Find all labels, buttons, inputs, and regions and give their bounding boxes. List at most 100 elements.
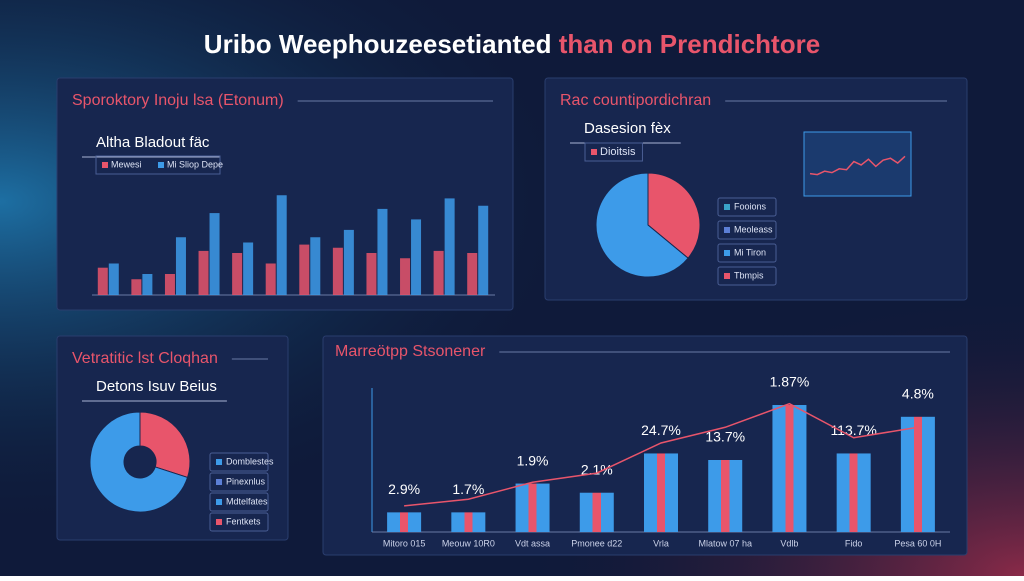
bar bbox=[332, 247, 343, 295]
legend-item bbox=[209, 452, 269, 472]
bar bbox=[232, 253, 243, 295]
x-tick-label: Pesa 60 0H bbox=[894, 538, 941, 548]
x-tick-label: Meouw 10R0 bbox=[442, 538, 495, 548]
bar bbox=[276, 195, 287, 295]
slice bbox=[139, 411, 191, 479]
bar bbox=[400, 258, 411, 295]
legend-swatch bbox=[216, 519, 222, 525]
bar bbox=[243, 242, 254, 295]
bar bbox=[478, 205, 489, 295]
bar bbox=[265, 263, 276, 295]
bar bbox=[444, 198, 455, 295]
bar bbox=[387, 512, 422, 532]
bar-annotation: 2.9% bbox=[388, 481, 420, 497]
legend-label: Fooions bbox=[734, 201, 767, 211]
panel-subtitle: Detons Isuv Beius bbox=[96, 378, 217, 395]
bar-annotation: 13.7% bbox=[705, 429, 745, 445]
x-tick-label: Fido bbox=[845, 538, 863, 548]
bar bbox=[131, 279, 142, 295]
panel bbox=[56, 77, 514, 311]
bar bbox=[164, 274, 175, 295]
tag-swatch bbox=[591, 149, 597, 155]
panel-title: Marreötpp Stsonener bbox=[335, 343, 486, 360]
bar bbox=[467, 253, 478, 295]
tag-label: Dioitsis bbox=[600, 146, 636, 158]
title-accent: than on Prendichtore bbox=[559, 29, 820, 59]
legend-swatch bbox=[724, 250, 730, 256]
bar-annotation: 24.7% bbox=[641, 422, 681, 438]
legend-label: Mi Sliop Depe bbox=[167, 159, 223, 169]
bar bbox=[900, 416, 935, 532]
bar bbox=[198, 250, 209, 295]
legend-label: Mdtelfates bbox=[226, 496, 268, 506]
panel-subtitle: Altha Bladout fäc bbox=[96, 134, 210, 151]
x-tick-label: Vdt assa bbox=[515, 538, 550, 548]
legend-swatch bbox=[216, 479, 222, 485]
legend-item bbox=[717, 220, 777, 240]
bar bbox=[644, 453, 678, 532]
legend-label: Pinexnlus bbox=[226, 476, 266, 486]
legend-box bbox=[95, 155, 221, 175]
slice bbox=[89, 411, 189, 513]
x-tick-label: Pmonee d22 bbox=[571, 538, 622, 548]
bar bbox=[175, 237, 186, 295]
x-tick-label: Mitoro 015 bbox=[383, 538, 426, 548]
slice bbox=[647, 172, 701, 259]
page-title: Uribo Weephouzeesetianted than on Prendi… bbox=[204, 29, 820, 59]
bar bbox=[142, 274, 153, 295]
slice bbox=[595, 172, 689, 278]
legend-swatch bbox=[216, 459, 222, 465]
bar bbox=[97, 267, 108, 295]
trend-line bbox=[404, 402, 919, 507]
bar bbox=[772, 405, 807, 532]
legend-label: Meoleass bbox=[734, 224, 773, 234]
bar bbox=[343, 229, 354, 295]
legend-label: Tbmpis bbox=[734, 270, 764, 280]
legend-label: Mi Tiron bbox=[734, 247, 766, 257]
bar bbox=[433, 250, 444, 295]
bar bbox=[708, 460, 743, 532]
bar-annotation: 1.87% bbox=[770, 374, 810, 390]
line bbox=[809, 155, 906, 176]
x-tick-label: Vdlb bbox=[780, 538, 798, 548]
bar bbox=[209, 213, 220, 295]
legend-item bbox=[209, 472, 269, 492]
legend-item bbox=[717, 243, 777, 263]
bar bbox=[366, 253, 377, 295]
title-main: Uribo Weephouzeesetianted bbox=[204, 29, 552, 59]
bar bbox=[299, 244, 310, 295]
legend-label: Domblestes bbox=[226, 456, 274, 466]
bar bbox=[108, 263, 119, 295]
bar bbox=[377, 208, 388, 295]
x-tick-label: Mlatow 07 ha bbox=[698, 538, 752, 548]
bar-annotation: 4.8% bbox=[902, 386, 934, 402]
bar bbox=[310, 237, 321, 295]
legend-item bbox=[717, 266, 777, 286]
tag-box bbox=[584, 142, 643, 162]
legend-swatch bbox=[724, 227, 730, 233]
x-tick-label: Vrla bbox=[653, 538, 669, 548]
bar-annotation: 113.7% bbox=[830, 422, 876, 438]
panel-subtitle: Dasesion fèx bbox=[584, 120, 671, 137]
bar bbox=[411, 219, 422, 295]
bar-annotation: 1.9% bbox=[517, 452, 549, 468]
legend-item bbox=[209, 492, 269, 512]
legend-label: Fentkets bbox=[226, 516, 261, 526]
legend-swatch bbox=[216, 499, 222, 505]
legend-swatch bbox=[724, 273, 730, 279]
panel-title: Sporoktory Inoju lsa (Etonum) bbox=[72, 92, 284, 109]
panel-title: Rac countipordichran bbox=[560, 92, 711, 109]
legend-swatch bbox=[158, 162, 164, 168]
bar bbox=[579, 492, 614, 532]
mini-chart bbox=[803, 131, 912, 197]
legend-swatch bbox=[724, 204, 730, 210]
bar-annotation: 1.7% bbox=[452, 481, 484, 497]
bar bbox=[451, 512, 486, 532]
legend-item bbox=[717, 197, 777, 217]
panel-title: Vetratitic lst Cloqhan bbox=[72, 350, 218, 367]
bar bbox=[515, 483, 550, 532]
legend-label: Mewesi bbox=[111, 159, 142, 169]
bar-annotation: 2.1% bbox=[581, 461, 613, 477]
